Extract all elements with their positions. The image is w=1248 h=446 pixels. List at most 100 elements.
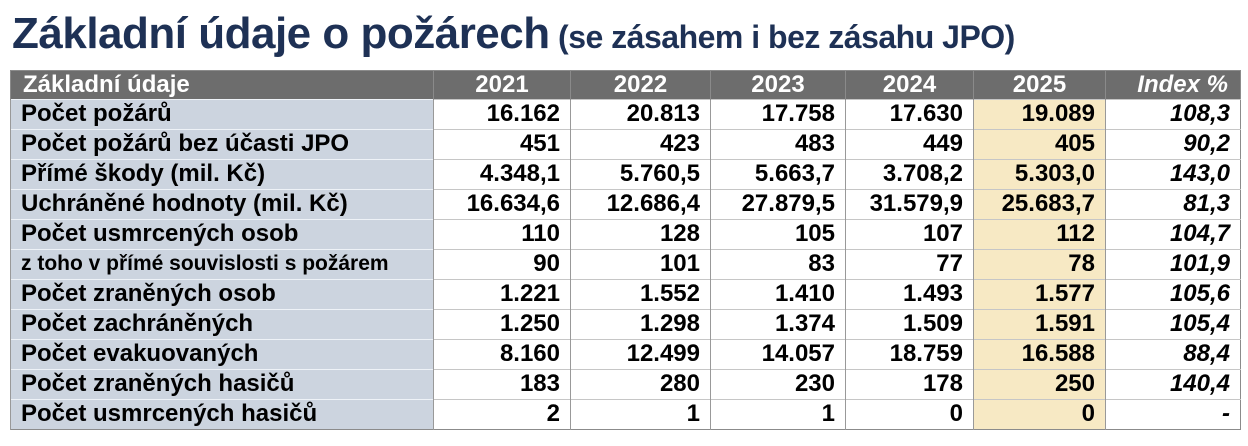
table-row: Počet usmrcených osob 110 128 105 107 112 104,… bbox=[10, 218, 1241, 250]
value-cell: 280 bbox=[570, 368, 711, 400]
value-cell: 451 bbox=[433, 128, 571, 160]
value-cell: 77 bbox=[845, 248, 974, 280]
index-cell: 88,4 bbox=[1105, 338, 1241, 370]
table-row: z toho v přímé souvislosti s požárem 90 10… bbox=[10, 248, 1241, 280]
value-cell: 2 bbox=[433, 398, 571, 430]
fire-statistics-table: Základní údaje 2021 2022 2023 2024 2025 … bbox=[10, 69, 1241, 430]
table-row: Počet zachráněných 1.250 1.298 1.374 1.509 1.… bbox=[10, 308, 1241, 340]
header-year-2024: 2024 bbox=[845, 70, 974, 100]
title-suffix: (se zásahem i bez zásahu JPO) bbox=[549, 19, 1015, 55]
row-label: Uchráněné hodnoty (mil. Kč) bbox=[10, 188, 434, 220]
value-cell-2025: 19.089 bbox=[973, 98, 1106, 130]
row-label: Přímé škody (mil. Kč) bbox=[10, 158, 434, 190]
value-cell-2025: 405 bbox=[973, 128, 1106, 160]
value-cell: 449 bbox=[845, 128, 974, 160]
value-cell: 3.708,2 bbox=[845, 158, 974, 190]
value-cell-2025: 5.303,0 bbox=[973, 158, 1106, 190]
row-label: Počet požárů bbox=[10, 98, 434, 130]
page: Základní údaje o požárech (se zásahem i … bbox=[0, 4, 1248, 430]
value-cell: 178 bbox=[845, 368, 974, 400]
value-cell: 17.630 bbox=[845, 98, 974, 130]
value-cell: 110 bbox=[433, 218, 571, 250]
value-cell: 1 bbox=[710, 398, 846, 430]
value-cell-2025: 250 bbox=[973, 368, 1106, 400]
value-cell: 12.686,4 bbox=[570, 188, 711, 220]
header-year-2022: 2022 bbox=[570, 70, 711, 100]
value-cell: 16.634,6 bbox=[433, 188, 571, 220]
value-cell: 14.057 bbox=[710, 338, 846, 370]
index-cell: 143,0 bbox=[1105, 158, 1241, 190]
index-cell: 108,3 bbox=[1105, 98, 1241, 130]
value-cell: 83 bbox=[710, 248, 846, 280]
value-cell: 0 bbox=[845, 398, 974, 430]
value-cell-2025: 78 bbox=[973, 248, 1106, 280]
row-label: Počet usmrcených osob bbox=[10, 218, 434, 250]
table-row: Počet zraněných hasičů 183 280 230 178 250 140… bbox=[10, 368, 1241, 400]
value-cell: 8.160 bbox=[433, 338, 571, 370]
table-body: Počet požárů 16.162 20.813 17.758 17.630 19.0… bbox=[10, 98, 1241, 430]
row-label: Počet zraněných hasičů bbox=[10, 368, 434, 400]
table-row: Počet usmrcených hasičů 2 1 1 0 0- bbox=[10, 398, 1241, 430]
row-label: Počet zachráněných bbox=[10, 308, 434, 340]
value-cell: 107 bbox=[845, 218, 974, 250]
value-cell: 1.374 bbox=[710, 308, 846, 340]
index-cell: 101,9 bbox=[1105, 248, 1241, 280]
header-index-percent: Index % bbox=[1105, 70, 1241, 100]
value-cell: 1 bbox=[570, 398, 711, 430]
value-cell: 5.760,5 bbox=[570, 158, 711, 190]
header-year-2025: 2025 bbox=[973, 70, 1106, 100]
row-label: Počet zraněných osob bbox=[10, 278, 434, 310]
value-cell: 483 bbox=[710, 128, 846, 160]
value-cell: 1.493 bbox=[845, 278, 974, 310]
index-cell: 140,4 bbox=[1105, 368, 1241, 400]
value-cell: 31.579,9 bbox=[845, 188, 974, 220]
value-cell: 230 bbox=[710, 368, 846, 400]
index-cell: 90,2 bbox=[1105, 128, 1241, 160]
value-cell: 1.509 bbox=[845, 308, 974, 340]
header-year-2023: 2023 bbox=[710, 70, 846, 100]
value-cell: 183 bbox=[433, 368, 571, 400]
value-cell: 20.813 bbox=[570, 98, 711, 130]
table-row: Počet evakuovaných 8.160 12.499 14.057 18.75… bbox=[10, 338, 1241, 370]
index-cell: 105,6 bbox=[1105, 278, 1241, 310]
value-cell-2025: 25.683,7 bbox=[973, 188, 1106, 220]
value-cell: 27.879,5 bbox=[710, 188, 846, 220]
table-row: Počet požárů 16.162 20.813 17.758 17.630 19.0… bbox=[10, 98, 1241, 130]
value-cell: 4.348,1 bbox=[433, 158, 571, 190]
value-cell-2025: 112 bbox=[973, 218, 1106, 250]
table-row: Počet zraněných osob 1.221 1.552 1.410 1.493… bbox=[10, 278, 1241, 310]
value-cell: 105 bbox=[710, 218, 846, 250]
value-cell: 1.410 bbox=[710, 278, 846, 310]
value-cell: 1.298 bbox=[570, 308, 711, 340]
index-cell: 104,7 bbox=[1105, 218, 1241, 250]
index-cell: 105,4 bbox=[1105, 308, 1241, 340]
value-cell: 1.552 bbox=[570, 278, 711, 310]
value-cell-2025: 16.588 bbox=[973, 338, 1106, 370]
row-label: Počet požárů bez účasti JPO bbox=[10, 128, 434, 160]
page-title: Základní údaje o požárech (se zásahem i … bbox=[12, 4, 1248, 65]
value-cell: 5.663,7 bbox=[710, 158, 846, 190]
value-cell: 16.162 bbox=[433, 98, 571, 130]
table-header-row: Základní údaje 2021 2022 2023 2024 2025 … bbox=[10, 70, 1241, 100]
value-cell: 12.499 bbox=[570, 338, 711, 370]
value-cell: 423 bbox=[570, 128, 711, 160]
value-cell-2025: 0 bbox=[973, 398, 1106, 430]
value-cell: 101 bbox=[570, 248, 711, 280]
header-year-2021: 2021 bbox=[433, 70, 571, 100]
value-cell-2025: 1.577 bbox=[973, 278, 1106, 310]
table-row: Počet požárů bez účasti JPO 451 423 483 449 4… bbox=[10, 128, 1241, 160]
index-cell: 81,3 bbox=[1105, 188, 1241, 220]
title-main: Základní údaje o požárech bbox=[12, 9, 550, 58]
value-cell-2025: 1.591 bbox=[973, 308, 1106, 340]
row-label: Počet evakuovaných bbox=[10, 338, 434, 370]
value-cell: 1.250 bbox=[433, 308, 571, 340]
table-row: Uchráněné hodnoty (mil. Kč) 16.634,6 12.68… bbox=[10, 188, 1241, 220]
value-cell: 18.759 bbox=[845, 338, 974, 370]
value-cell: 17.758 bbox=[710, 98, 846, 130]
header-basic-data: Základní údaje bbox=[10, 70, 434, 100]
index-cell: - bbox=[1105, 398, 1241, 430]
value-cell: 90 bbox=[433, 248, 571, 280]
table-row: Přímé škody (mil. Kč) 4.348,1 5.760,5 5.663… bbox=[10, 158, 1241, 190]
value-cell: 128 bbox=[570, 218, 711, 250]
row-label: Počet usmrcených hasičů bbox=[10, 398, 434, 430]
